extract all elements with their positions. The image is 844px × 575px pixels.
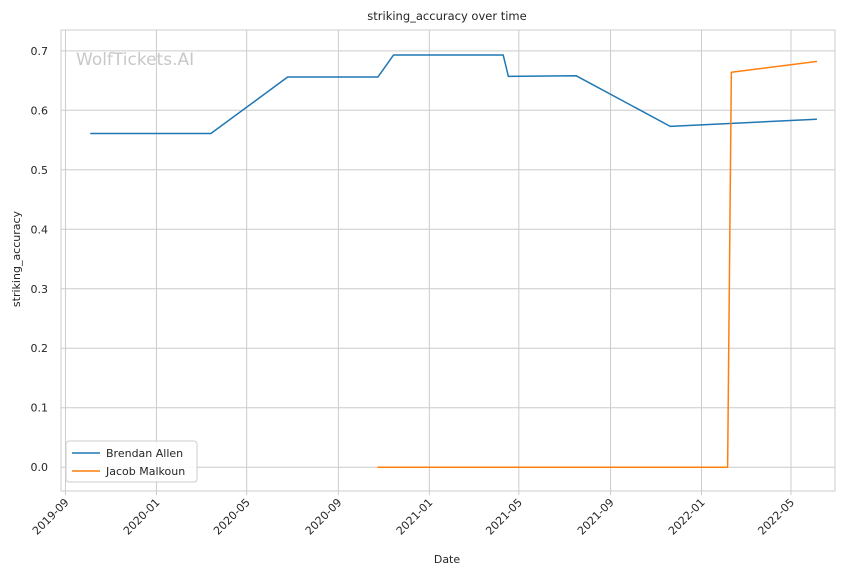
x-tick-label: 2021-05 bbox=[483, 496, 525, 538]
watermark: WolfTickets.AI bbox=[76, 50, 194, 70]
plot-area bbox=[61, 30, 835, 491]
x-tick-label: 2020-01 bbox=[121, 496, 163, 538]
y-tick-label: 0.6 bbox=[31, 104, 49, 117]
x-axis: 2019-09 2020-01 2020-05 2020-09 2021-01 2021-… bbox=[30, 491, 797, 538]
y-tick-label: 0.4 bbox=[31, 223, 49, 236]
y-tick-label: 0.2 bbox=[31, 342, 49, 355]
x-tick-label: 2019-09 bbox=[30, 496, 72, 538]
legend-label: Brendan Allen bbox=[106, 447, 183, 460]
chart-title: striking_accuracy over time bbox=[367, 9, 526, 23]
plot-frame bbox=[60, 29, 836, 492]
x-tick-label: 2022-05 bbox=[755, 496, 797, 538]
x-tick-label: 2020-09 bbox=[303, 496, 345, 538]
series-line-brendan-allen bbox=[90, 54, 818, 135]
y-axis-title: striking_accuracy bbox=[10, 210, 23, 307]
x-tick-label: 2020-05 bbox=[211, 496, 253, 538]
y-tick-label: 0.3 bbox=[31, 283, 49, 296]
x-axis-title: Date bbox=[434, 553, 461, 566]
series-line-jacob-malkoun bbox=[377, 60, 818, 468]
series-layer bbox=[90, 54, 818, 468]
y-tick-label: 0.1 bbox=[31, 402, 49, 415]
legend-label: Jacob Malkoun bbox=[105, 465, 185, 478]
legend: Brendan Allen Jacob Malkoun bbox=[65, 440, 198, 483]
x-tick-label: 2022-01 bbox=[666, 496, 708, 538]
x-tick-label: 2021-01 bbox=[394, 496, 436, 538]
y-tick-label: 0.0 bbox=[31, 461, 49, 474]
y-tick-label: 0.5 bbox=[31, 164, 49, 177]
x-tick-label: 2021-09 bbox=[575, 496, 617, 538]
grid bbox=[61, 30, 835, 491]
y-axis: 0.0 0.1 0.2 0.3 0.4 0.5 0.6 0.7 bbox=[31, 45, 49, 474]
y-tick-label: 0.7 bbox=[31, 45, 49, 58]
